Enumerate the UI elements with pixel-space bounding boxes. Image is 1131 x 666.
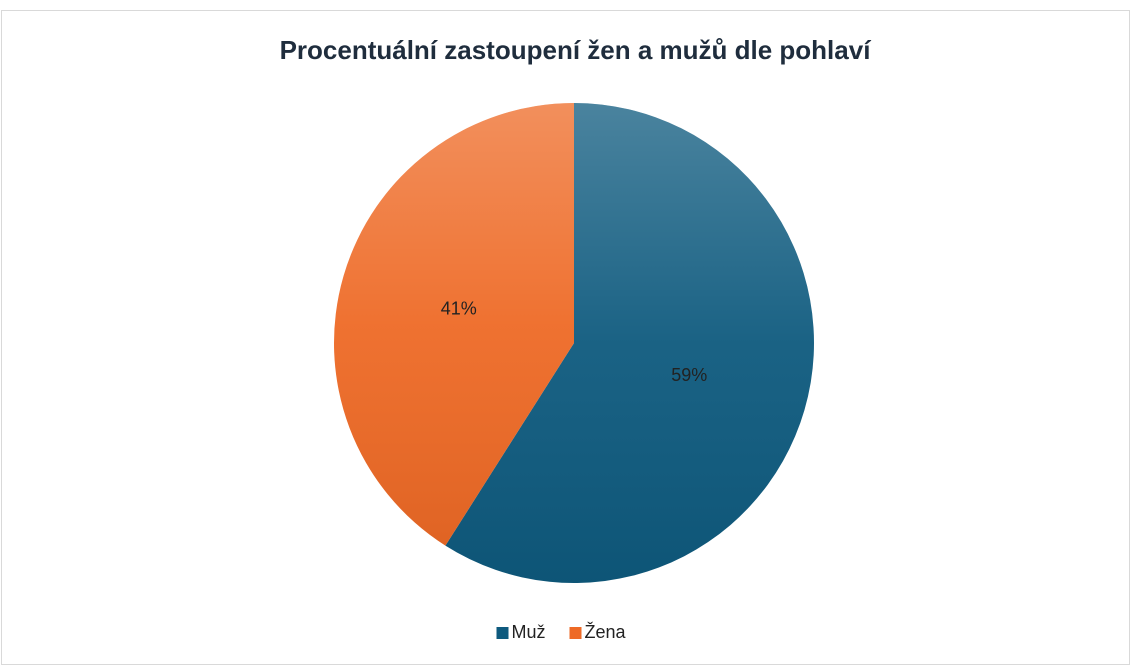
legend-swatch [496,627,509,639]
data-label: 41% [441,298,477,318]
legend-label: Muž [512,622,546,642]
legend-label: Žena [585,622,627,642]
slice-shade [445,103,815,583]
data-label: 59% [671,365,707,385]
chart-title: Procentuální zastoupení žen a mužů dle p… [280,35,872,65]
legend-swatch [569,627,582,639]
slice-shade [334,103,574,546]
